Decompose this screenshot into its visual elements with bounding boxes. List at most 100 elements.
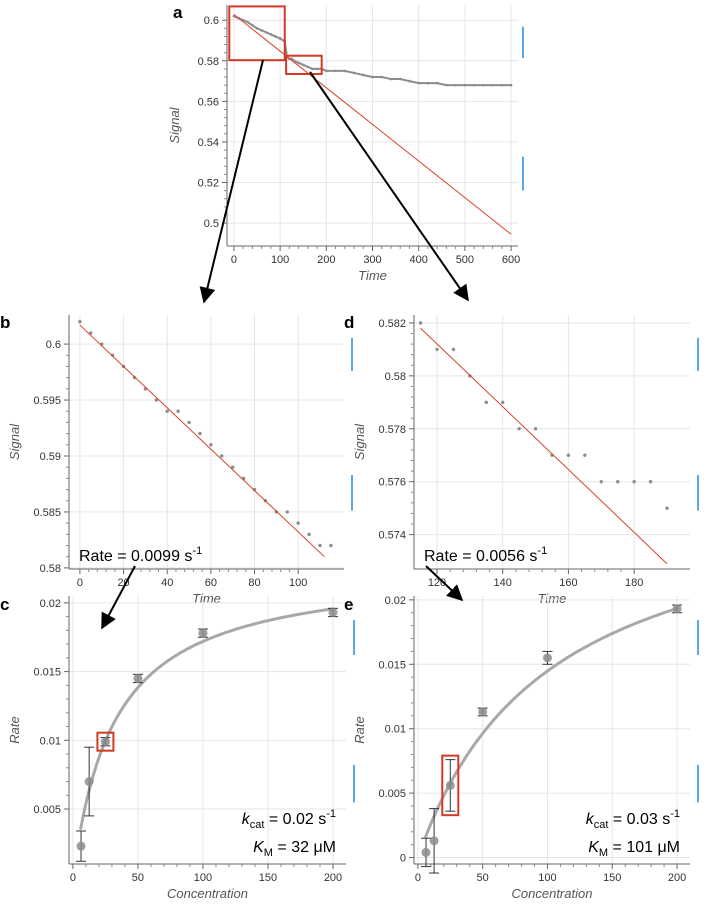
data-point — [252, 487, 257, 492]
x-tick-label: 180 — [625, 577, 643, 589]
kcat-annotation: kcat = 0.02 s-1 — [242, 808, 336, 831]
km-annotation: KM = 101 μM — [588, 839, 680, 859]
y-tick-label: 0.54 — [198, 137, 219, 149]
y-tick-label: 0.02 — [385, 595, 406, 607]
data-point — [542, 653, 552, 663]
km-value: = 32 μM — [273, 839, 336, 856]
data-point — [665, 506, 669, 510]
y-tick-label: 0.015 — [378, 659, 406, 671]
y-tick-label: 0.01 — [40, 735, 61, 747]
y-axis-label: Signal — [352, 423, 367, 460]
data-point — [318, 543, 322, 548]
kcat-symbol: k — [242, 811, 251, 828]
data-point — [274, 510, 279, 514]
x-tick-label: 160 — [559, 577, 577, 589]
kcat-value: = 0.02 s — [264, 811, 326, 828]
data-point — [132, 375, 137, 380]
x-tick-label: 50 — [477, 872, 489, 884]
data-point — [501, 400, 505, 405]
data-point — [78, 320, 82, 324]
data-point — [632, 479, 636, 484]
panel-label: e — [344, 595, 353, 614]
kcat-annotation: kcat = 0.03 s-1 — [586, 808, 680, 831]
km-symbol: K — [588, 839, 600, 856]
data-point — [89, 331, 93, 335]
kcat-unit-exponent: -1 — [326, 808, 336, 820]
x-tick-label: 100 — [271, 254, 289, 266]
data-point — [421, 847, 431, 857]
x-tick-label: 0 — [70, 872, 76, 884]
data-point — [435, 347, 439, 352]
km-subscript: M — [264, 847, 273, 859]
x-tick-label: 150 — [259, 872, 277, 884]
data-point — [220, 454, 224, 458]
x-tick-label: 0 — [77, 577, 83, 589]
x-axis-label: Concentration — [167, 886, 248, 901]
x-axis-label: Time — [358, 268, 387, 283]
y-tick-label: 0.52 — [198, 178, 219, 190]
y-tick-label: 0.578 — [378, 424, 406, 436]
x-tick-label: 500 — [456, 254, 474, 266]
data-point — [478, 707, 488, 717]
km-value: = 101 μM — [608, 839, 680, 856]
fit-line — [420, 327, 668, 565]
x-tick-label: 40 — [161, 577, 173, 589]
y-axis-label: Rate — [7, 716, 22, 743]
x-tick-label: 600 — [502, 254, 520, 266]
data-point — [133, 673, 143, 683]
y-tick-label: 0.005 — [378, 788, 406, 800]
x-tick-label: 0 — [415, 872, 421, 884]
x-tick-label: 80 — [248, 577, 260, 589]
highlight-box — [441, 754, 460, 817]
x-tick-label: 100 — [538, 872, 556, 884]
data-point — [198, 431, 202, 436]
y-tick-label: 0.6 — [46, 339, 61, 351]
panel-c: 0 50 100 150 200 0.005 0.01 0.015 0.02 Concentrat… — [0, 595, 355, 901]
x-tick-label: 0 — [231, 254, 237, 266]
data-point — [583, 453, 587, 457]
data-point — [429, 836, 439, 846]
data-point — [672, 604, 682, 614]
data-point — [198, 628, 208, 638]
data-point — [176, 409, 180, 413]
plot-area — [424, 606, 679, 838]
panel-label: c — [0, 595, 9, 614]
x-tick-label: 150 — [603, 872, 621, 884]
x-tick-label: 60 — [205, 577, 217, 589]
data-point — [517, 427, 521, 431]
data-point — [84, 777, 94, 787]
x-tick-label: 400 — [410, 254, 428, 266]
km-subscript: M — [599, 847, 608, 859]
y-tick-label: 0.6 — [204, 15, 219, 27]
y-tick-label: 0.58 — [198, 56, 219, 68]
michaelis-menten-fit — [79, 607, 335, 830]
rate-annotation: Rate = 0.0056 s-1 — [424, 545, 547, 565]
data-point — [533, 427, 538, 431]
rate-unit-exponent: -1 — [192, 545, 202, 557]
data-point — [187, 420, 191, 425]
kcat-value: = 0.03 s — [608, 811, 670, 828]
x-tick-label: 200 — [317, 254, 335, 266]
y-tick-label: 0.02 — [40, 598, 61, 610]
data-point — [328, 607, 338, 617]
data-point — [566, 453, 571, 457]
panel-a: 0 100 200 300 400 500 600 0.5 0.52 0.54 0.56 0.58 0.… — [167, 3, 524, 283]
data-point — [76, 841, 86, 851]
y-tick-label: 0.5 — [204, 218, 219, 230]
x-axis-label: Time — [538, 591, 567, 606]
data-point — [285, 510, 289, 514]
y-tick-label: 0.595 — [33, 395, 61, 407]
kcat-unit-exponent: -1 — [670, 808, 680, 820]
highlight-box — [96, 731, 115, 752]
plot-area — [418, 321, 669, 565]
y-tick-label: 0.59 — [40, 451, 61, 463]
x-tick-label: 50 — [132, 872, 144, 884]
y-tick-label: 0.574 — [378, 530, 406, 542]
plot-area — [78, 320, 333, 558]
panel-label: b — [0, 313, 10, 332]
y-tick-label: 0.576 — [378, 477, 406, 489]
x-tick-label: 140 — [494, 577, 512, 589]
data-point — [110, 353, 115, 357]
x-tick-label: 300 — [363, 254, 381, 266]
